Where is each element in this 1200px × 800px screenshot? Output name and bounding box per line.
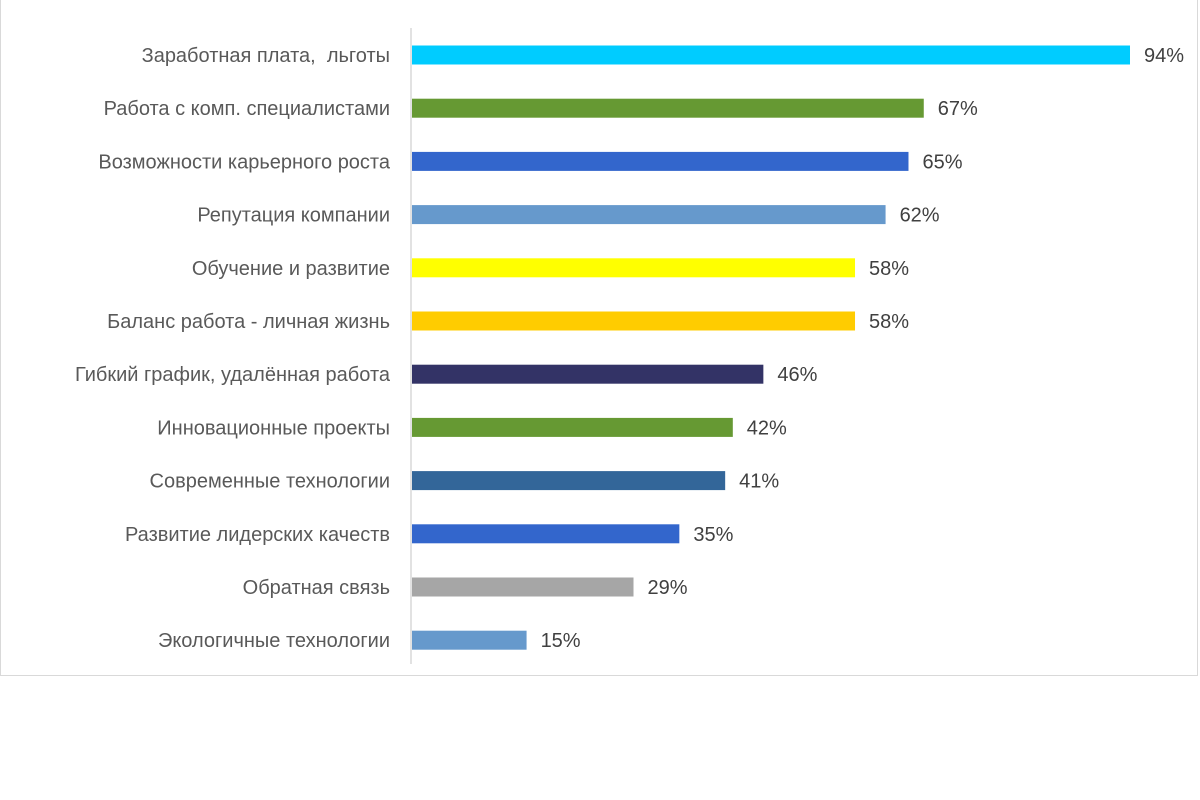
category-label: Обратная связь — [243, 577, 390, 599]
value-label: 15% — [541, 630, 581, 652]
category-label: Заработная плата, льготы — [142, 45, 390, 67]
category-label: Развитие лидерских качеств — [125, 524, 390, 546]
bar — [412, 364, 764, 384]
chart-frame — [0, 0, 1198, 676]
bar — [412, 45, 1130, 65]
category-label: Инновационные проекты — [157, 417, 390, 439]
labels-layer: Заработная плата, льготы 94% Работа с комп… — [75, 45, 1184, 652]
category-label: Гибкий график, удалённая работа — [75, 364, 391, 386]
bar — [412, 311, 856, 331]
value-label: 65% — [922, 151, 962, 173]
bars-layer — [412, 45, 1130, 650]
category-label: Возможности карьерного роста — [98, 151, 390, 173]
bar — [412, 471, 726, 491]
bar — [412, 630, 527, 650]
category-label: Современные технологии — [150, 471, 390, 493]
bar — [412, 205, 886, 225]
category-label: Репутация компании — [197, 205, 390, 227]
bar — [412, 577, 634, 597]
category-label: Работа с комп. специалистами — [104, 98, 390, 120]
bar — [412, 258, 856, 278]
value-label: 29% — [648, 577, 688, 599]
value-label: 62% — [900, 205, 940, 227]
value-label: 67% — [938, 98, 978, 120]
bar — [412, 98, 924, 118]
bar — [412, 151, 909, 171]
value-label: 42% — [747, 417, 787, 439]
bar — [412, 417, 733, 437]
bar — [412, 524, 680, 544]
value-label: 46% — [777, 364, 817, 386]
value-label: 94% — [1144, 45, 1184, 67]
category-label: Экологичные технологии — [158, 630, 390, 652]
value-label: 35% — [693, 524, 733, 546]
value-label: 58% — [869, 311, 909, 333]
value-label: 41% — [739, 471, 779, 493]
value-label: 58% — [869, 258, 909, 280]
category-label: Обучение и развитие — [192, 258, 390, 280]
category-label: Баланс работа - личная жизнь — [107, 311, 390, 333]
